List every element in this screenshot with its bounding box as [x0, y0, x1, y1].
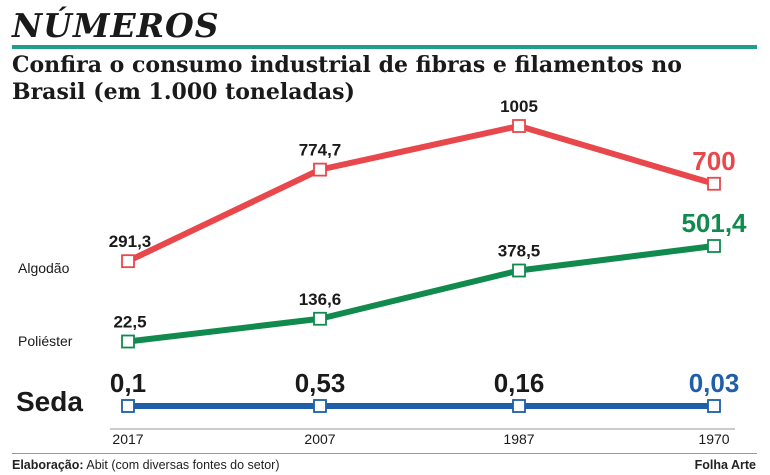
data-point-seda-0	[121, 399, 135, 413]
label-layer: Algodão 291,3 774,7 1005 700 Poliéster 22,5 136…	[16, 97, 747, 417]
data-point-seda-3	[707, 399, 721, 413]
data-label-seda-3: 0,03	[689, 368, 740, 398]
data-point-algodao-0	[121, 254, 135, 269]
header-rule	[12, 45, 757, 49]
x-tick-label-1970: 1970	[698, 431, 729, 447]
credit-text: Abit (com diversas fontes do setor)	[86, 458, 280, 472]
data-point-algodao-3	[707, 176, 721, 191]
section-title: NÚMEROS	[12, 6, 220, 45]
data-label-poliester-0: 22,5	[113, 313, 146, 332]
x-tick-label-1987: 1987	[503, 431, 534, 447]
series-label-poliester: Poliéster	[18, 333, 73, 349]
data-point-algodao-2	[512, 119, 526, 133]
data-point-poliester-3	[707, 239, 721, 253]
series-label-seda: Seda	[16, 386, 83, 417]
series-line-algodao	[125, 123, 717, 265]
data-label-seda-1: 0,53	[295, 368, 346, 398]
data-label-seda-0: 0,1	[110, 368, 146, 398]
series-layer	[121, 119, 721, 413]
data-label-seda-2: 0,16	[494, 368, 545, 398]
publisher-credit: Folha Arte	[694, 458, 756, 472]
data-point-poliester-1	[313, 311, 327, 326]
data-point-seda-1	[313, 399, 327, 413]
x-tick-label-2017: 2017	[112, 431, 143, 447]
x-axis-ticks: 2017 2007 1987 1970	[112, 431, 729, 447]
credit: Elaboração: Abit (com diversas fontes do…	[12, 458, 280, 472]
footer-rule	[12, 453, 757, 454]
data-label-algodao-0: 291,3	[109, 232, 152, 251]
series-line-poliester	[125, 243, 717, 345]
series-label-algodao: Algodão	[18, 260, 70, 276]
data-point-algodao-1	[313, 162, 327, 177]
data-point-seda-2	[512, 399, 526, 413]
data-label-poliester-3: 501,4	[681, 208, 747, 238]
data-label-algodao-1: 774,7	[299, 141, 342, 160]
credit-label: Elaboração:	[12, 458, 84, 472]
data-label-poliester-1: 136,6	[299, 290, 342, 309]
x-tick-label-2007: 2007	[304, 431, 335, 447]
data-point-poliester-2	[512, 263, 526, 278]
data-label-poliester-2: 378,5	[498, 242, 541, 261]
data-label-algodao-3: 700	[692, 146, 735, 176]
chart-subtitle: Confira o consumo industrial de fibras e…	[12, 52, 682, 105]
data-label-algodao-2: 1005	[500, 97, 538, 116]
data-point-poliester-0	[121, 334, 135, 349]
